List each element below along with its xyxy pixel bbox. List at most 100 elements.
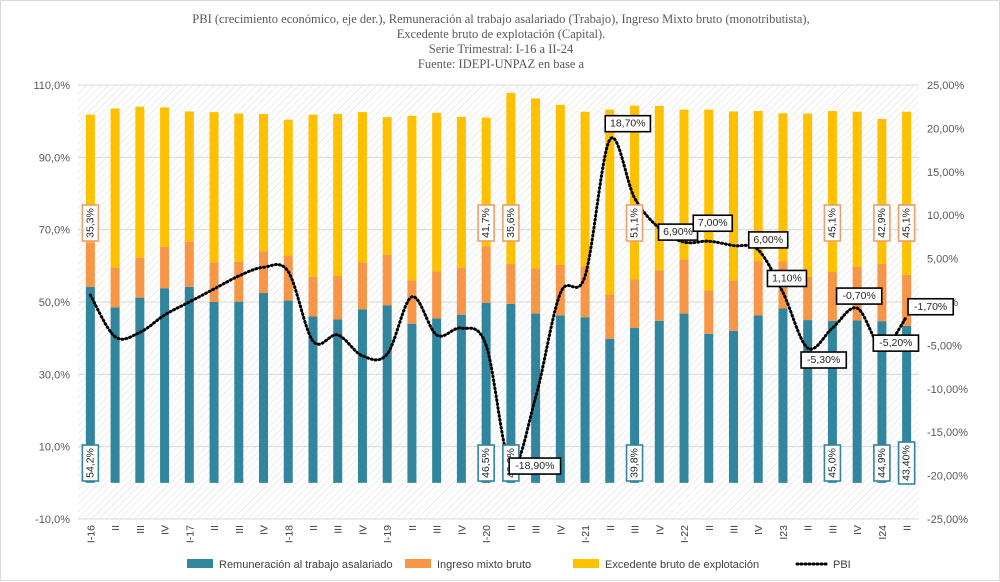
bar-ingreso-mixto	[259, 251, 269, 293]
bar-remuneracion	[555, 315, 565, 483]
legend-swatch-bar-excedente	[573, 559, 599, 568]
bar-remuneracion	[110, 307, 120, 483]
y-left-tick-label: 90,0%	[39, 152, 70, 164]
x-tick-label: IV	[160, 525, 172, 535]
bar-ingreso-mixto	[308, 276, 318, 317]
bar-ingreso-mixto	[481, 246, 491, 303]
legend-label: PBI	[833, 559, 851, 571]
bar-excedente	[432, 112, 442, 272]
x-tick-label: IV	[357, 525, 369, 535]
bar-remuneracion	[679, 313, 689, 483]
data-label-box	[604, 114, 652, 133]
bar-excedente	[308, 114, 318, 277]
data-label-box	[872, 334, 920, 352]
remuneracion-data-label: 44,9%	[876, 448, 888, 478]
bar-excedente	[259, 113, 269, 252]
legend-label: Excedente bruto de explotación	[605, 559, 759, 571]
x-tick-label: IV	[753, 525, 765, 535]
data-label-box	[81, 444, 100, 482]
bar-ingreso-mixto	[803, 276, 813, 321]
x-tick-label: II	[407, 525, 419, 531]
data-label-box	[502, 204, 520, 242]
data-label-box	[747, 231, 789, 249]
bar-remuneracion	[259, 292, 269, 483]
data-label-box	[800, 351, 848, 369]
bar-ingreso-mixto	[209, 262, 219, 302]
chart-title-line-1: PBI (crecimiento económico, eje der.), R…	[192, 12, 809, 26]
bar-remuneracion	[852, 320, 862, 483]
bar-remuneracion	[308, 316, 318, 483]
x-axis-labels: I-16 II III IV I-17 II III IV I-18 II III IV I-19 II I…	[85, 525, 913, 543]
excedente-data-label: 35,6%	[505, 208, 517, 238]
excedente-data-label: 45,1%	[826, 208, 838, 238]
chart-title-line-2: Excedente bruto de explotación (Capital)…	[397, 27, 606, 41]
x-tick-label: II	[209, 525, 221, 531]
legend-label: Remuneración al trabajo asalariado	[219, 559, 393, 571]
x-tick-label: III	[333, 525, 345, 534]
chart-title: PBI (crecimiento económico, eje der.), R…	[192, 12, 809, 71]
bar-ingreso-mixto	[283, 255, 293, 301]
y-right-tick-label: 15,00%	[927, 167, 965, 179]
data-label-box	[823, 444, 842, 482]
y-right-tick-label: 10,00%	[927, 210, 965, 222]
bar-remuneracion	[184, 286, 194, 483]
data-label-box	[692, 214, 734, 233]
bar-excedente	[605, 109, 615, 295]
x-tick-label: I23	[778, 525, 790, 540]
bar-excedente	[654, 105, 664, 271]
bar-remuneracion	[803, 320, 813, 483]
bar-ingreso-mixto	[184, 241, 194, 287]
y-axis-left: -10,0% 10,0% 30,0% 50,0% 70,0% 90,0% 110,0%	[34, 80, 71, 526]
x-tick-label: III	[135, 525, 147, 534]
bar-excedente	[481, 117, 491, 247]
x-tick-label: II	[704, 525, 716, 531]
x-tick-label: I-19	[382, 525, 394, 543]
bar-remuneracion	[654, 320, 664, 483]
chart-title-line-3: Serie Trimestral: I-16 a II-24	[429, 42, 574, 56]
bar-ingreso-mixto	[135, 257, 145, 298]
bar-ingreso-mixto	[531, 268, 541, 314]
data-label-box	[823, 204, 842, 242]
bar-ingreso-mixto	[160, 246, 170, 289]
bar-ingreso-mixto	[407, 280, 417, 324]
bar-excedente	[630, 105, 640, 280]
remuneracion-data-label: 45,0%	[826, 448, 838, 478]
bar-ingreso-mixto	[382, 254, 392, 306]
bar-remuneracion	[407, 323, 417, 483]
bar-excedente	[679, 109, 689, 260]
y-right-tick-label: 5,00%	[927, 254, 958, 266]
x-tick-label: I-20	[481, 525, 493, 543]
x-tick-label: II	[308, 525, 320, 531]
pbi-data-label: 7,00%	[698, 217, 728, 229]
bar-remuneracion	[753, 315, 763, 483]
bar-remuneracion	[382, 305, 392, 483]
bar-remuneracion	[85, 286, 95, 483]
data-label-box	[897, 441, 916, 485]
excedente-data-label: 42,9%	[876, 208, 888, 238]
bar-excedente	[778, 113, 788, 262]
bar-excedente	[333, 113, 343, 276]
x-tick-label: III	[432, 525, 444, 534]
y-right-tick-label: -10,00%	[927, 384, 968, 396]
pbi-data-label: 6,00%	[753, 234, 783, 246]
chart-title-line-4: Fuente: IDEPI-UNPAZ en base a	[418, 57, 585, 71]
bar-ingreso-mixto	[630, 279, 640, 329]
bar-remuneracion	[506, 303, 516, 483]
x-tick-label: III	[630, 525, 642, 534]
bar-ingreso-mixto	[704, 290, 714, 334]
bar-excedente	[209, 112, 219, 263]
pbi-data-label: 6,90%	[663, 226, 693, 238]
pbi-data-label: -0,70%	[843, 290, 876, 302]
pbi-data-label: -18,90%	[515, 460, 554, 472]
excedente-data-label: 41,7%	[480, 208, 492, 238]
bar-ingreso-mixto	[432, 271, 442, 319]
data-label-box	[873, 204, 891, 242]
bar-excedente	[85, 114, 95, 243]
x-tick-label: II	[803, 525, 815, 531]
x-tick-label: I24	[877, 525, 889, 540]
bar-remuneracion	[357, 309, 367, 483]
bar-excedente	[135, 106, 145, 258]
bar-ingreso-mixto	[605, 294, 615, 339]
x-tick-label: IV	[852, 525, 864, 535]
